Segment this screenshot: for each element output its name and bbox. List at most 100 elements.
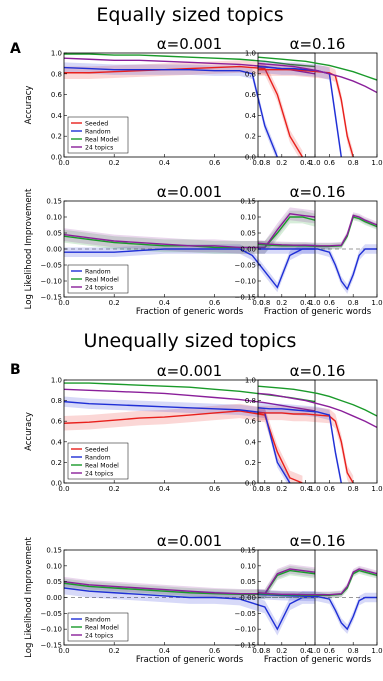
chart-panel-5: α=0.001 0.0 0.2 0.4 0.6 0.8 1.0 0.0 0.2 0.4 0.6 0.8…	[24, 362, 321, 493]
x-tick-label: 0.2	[109, 485, 120, 493]
y-tick-label: 0.8	[245, 397, 256, 405]
series-line-real-model	[258, 56, 377, 81]
panel-title: α=0.001	[157, 35, 222, 53]
x-tick-label: 1.0	[371, 485, 382, 493]
section-a-title: Equally sized topics	[96, 4, 283, 26]
x-tick-label: 0.4	[300, 299, 312, 307]
y-tick-label: 1.0	[245, 377, 256, 385]
y-tick-label: −0.10	[235, 626, 256, 634]
chart-panel-7: α=0.001 0.0 0.2 0.4 0.6 0.8 1.0 −0.15 −0.10 −0.05…	[24, 532, 321, 665]
confidence-band	[64, 60, 303, 157]
legend-label: Real Model	[85, 276, 119, 283]
plot-area	[258, 385, 377, 483]
y-tick-label: 0.0	[51, 480, 62, 488]
x-tick-label: 0.0	[252, 647, 263, 655]
x-axis-label: Fraction of generic words	[136, 307, 244, 317]
y-tick-label: 0.2	[51, 459, 62, 467]
panel-title: α=0.001	[157, 362, 222, 380]
y-tick-label: −0.05	[235, 262, 256, 270]
x-tick-label: 0.2	[109, 647, 120, 655]
confidence-band	[64, 403, 303, 483]
section-a-label: A	[10, 41, 21, 57]
y-tick-label: 0.6	[51, 418, 63, 426]
y-tick-label: −0.15	[41, 294, 62, 302]
chart-panel-8: α=0.16 0.0 0.2 0.4 0.6 0.8 1.0 −0.15 −0.10 −0.05 0…	[235, 532, 383, 665]
x-tick-label: 0.6	[209, 485, 221, 493]
x-tick-label: 0.4	[159, 159, 171, 167]
x-tick-label: 0.8	[348, 299, 359, 307]
y-tick-label: 0.2	[245, 459, 256, 467]
section-b-title: Unequally sized topics	[84, 330, 297, 352]
plot-area	[258, 212, 377, 294]
x-tick-label: 1.0	[371, 159, 382, 167]
y-tick-label: 0.4	[51, 112, 63, 120]
x-tick-label: 0.8	[259, 299, 270, 307]
chart-panel-3: α=0.001 0.0 0.2 0.4 0.6 0.8 1.0 −0.15 −0.10 −0.05…	[24, 183, 321, 317]
confidence-band	[64, 396, 290, 483]
series-line-24-topics	[64, 388, 315, 412]
x-tick-label: 0.8	[348, 485, 359, 493]
y-tick-label: 0.15	[46, 547, 62, 555]
series-line-random	[258, 407, 342, 483]
axes-frame	[257, 379, 378, 484]
confidence-band	[64, 62, 278, 157]
y-tick-label: 0.0	[245, 480, 256, 488]
x-tick-label: 0.4	[300, 485, 312, 493]
panel-title: α=0.16	[290, 35, 346, 53]
confidence-band	[258, 213, 377, 250]
series-line-24-topics	[258, 214, 377, 247]
y-tick-label: 0.05	[240, 578, 256, 586]
y-tick-label: 0.8	[245, 70, 256, 78]
legend-label: Real Model	[85, 624, 119, 631]
chart-panel-4: α=0.16 0.0 0.2 0.4 0.6 0.8 1.0 −0.15 −0.10 −0.05 0…	[235, 183, 383, 317]
y-tick-label: −0.10	[41, 626, 62, 634]
x-tick-label: 0.2	[109, 299, 120, 307]
plot-area	[64, 207, 315, 293]
y-tick-label: 0.6	[51, 91, 63, 99]
panel-title: α=0.001	[157, 532, 222, 550]
legend-label: 24 topics	[85, 632, 113, 639]
series-line-random	[64, 248, 315, 289]
x-tick-label: 0.6	[209, 159, 221, 167]
y-tick-label: 0.15	[240, 198, 256, 206]
series-line-seeded	[258, 68, 354, 157]
y-tick-label: 1.0	[245, 50, 256, 58]
x-axis-label: Fraction of generic words	[264, 307, 372, 317]
confidence-band	[258, 405, 354, 483]
y-tick-label: −0.05	[235, 610, 256, 618]
y-tick-label: −0.15	[235, 642, 256, 650]
y-tick-label: −0.15	[235, 294, 256, 302]
confidence-band	[258, 567, 377, 599]
y-tick-label: 0.6	[245, 418, 257, 426]
y-tick-label: −0.10	[235, 278, 256, 286]
axes-frame	[63, 379, 316, 484]
y-tick-label: 0.05	[46, 578, 62, 586]
x-tick-label: 0.0	[58, 485, 69, 493]
y-tick-label: 0.00	[240, 594, 256, 602]
legend-label: Real Model	[85, 136, 119, 143]
y-tick-label: 1.0	[51, 50, 62, 58]
series-line-seeded	[258, 412, 354, 483]
x-tick-label: 0.2	[276, 299, 287, 307]
y-tick-label: 0.15	[240, 547, 256, 555]
y-tick-label: 0.0	[245, 154, 256, 162]
chart-panel-6: α=0.16 0.0 0.2 0.4 0.6 0.8 1.0 0.0 0.2 0.4 0.6 0.8 1…	[245, 362, 383, 493]
y-tick-label: 0.8	[51, 397, 62, 405]
legend-label: Random	[85, 616, 111, 623]
plot-area	[258, 565, 377, 634]
confidence-band	[64, 581, 315, 636]
legend-label: Random	[85, 454, 111, 461]
series-line-real-model	[258, 385, 377, 417]
axes-frame	[63, 52, 316, 158]
x-tick-label: 0.8	[259, 485, 270, 493]
series-line-random	[64, 66, 278, 157]
x-tick-label: 0.2	[276, 159, 287, 167]
series-line-real-model	[64, 53, 315, 68]
x-tick-label: 0.6	[209, 647, 221, 655]
x-tick-label: 0.6	[324, 299, 336, 307]
x-tick-label: 0.8	[259, 159, 270, 167]
panel-title: α=0.16	[290, 183, 346, 201]
